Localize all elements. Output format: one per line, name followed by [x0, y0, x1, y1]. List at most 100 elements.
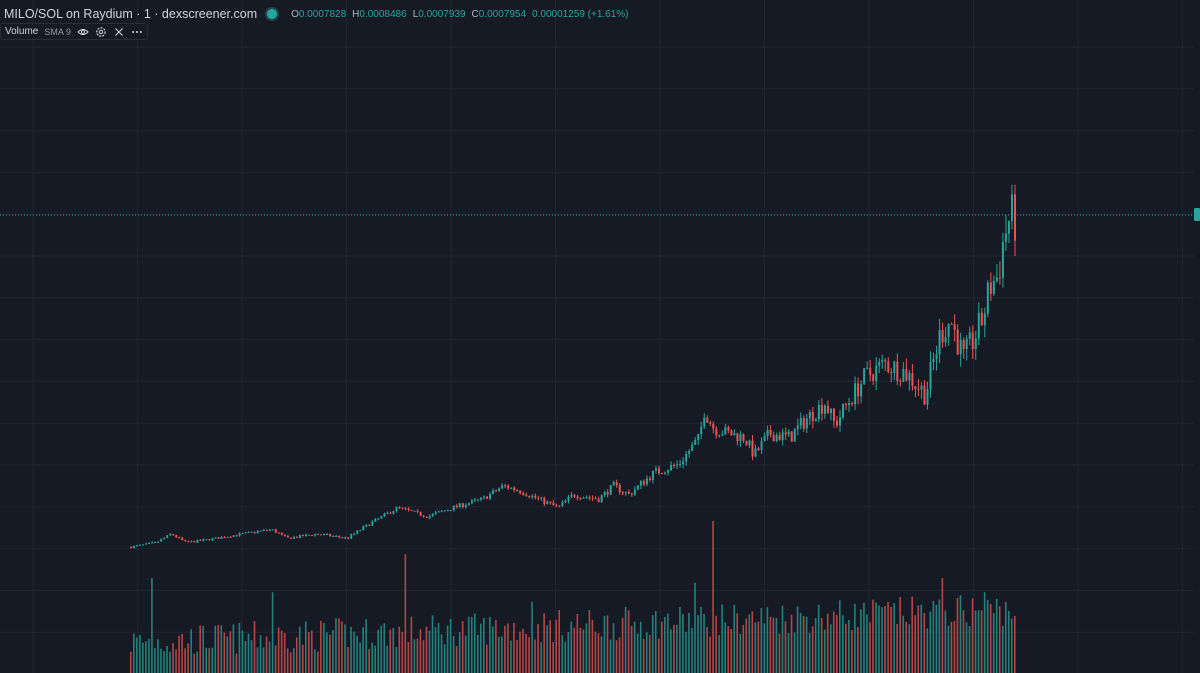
- candle-body: [633, 489, 636, 495]
- close-icon[interactable]: [113, 26, 125, 38]
- candle-body: [130, 547, 132, 549]
- candle-body: [145, 543, 148, 545]
- candle-body: [863, 368, 866, 384]
- candle-body: [802, 417, 805, 429]
- candle-body: [739, 434, 742, 442]
- candle-body: [887, 361, 890, 372]
- volume-bar: [528, 637, 530, 673]
- volume-bar: [826, 613, 829, 673]
- volume-bar: [401, 631, 404, 673]
- volume-bar: [479, 623, 482, 673]
- candle-body: [630, 493, 633, 495]
- candle-body: [691, 444, 694, 452]
- volume-bar: [422, 640, 425, 673]
- volume-bar: [184, 648, 186, 673]
- candle-body: [772, 435, 775, 442]
- volume-bar: [908, 624, 910, 673]
- volume-bar: [769, 616, 772, 673]
- volume-bar: [286, 648, 289, 673]
- candle-body: [178, 537, 181, 539]
- ohlc-values: O0.0007828 H0.0008486 L0.0007939 C0.0007…: [291, 9, 628, 20]
- candle-body: [636, 485, 639, 490]
- volume-bar: [763, 623, 766, 673]
- candle-body: [395, 507, 398, 512]
- candle-body: [301, 535, 304, 537]
- candle-body: [486, 496, 489, 499]
- candle-body: [226, 536, 229, 538]
- candle-body: [715, 428, 718, 436]
- candle-body: [582, 497, 585, 499]
- volume-bar: [766, 607, 769, 673]
- volume-bar: [226, 636, 229, 673]
- volume-bar: [407, 641, 410, 673]
- candle-body: [911, 373, 914, 387]
- candle-body: [878, 361, 881, 366]
- volume-bar: [486, 644, 488, 673]
- candle-body: [410, 509, 413, 511]
- volume-bar: [848, 620, 850, 673]
- volume-bar: [145, 641, 147, 673]
- volume-bar: [323, 623, 325, 673]
- volume-legend[interactable]: Volume SMA 9: [0, 23, 148, 40]
- candle-body: [329, 534, 332, 537]
- candle-body: [498, 488, 501, 491]
- close-value: C0.0007954: [471, 8, 527, 20]
- volume-bar: [588, 610, 591, 673]
- volume-bar: [199, 625, 201, 673]
- volume-bar: [332, 630, 334, 673]
- more-icon[interactable]: [131, 26, 143, 38]
- volume-bar: [986, 599, 989, 673]
- candle-body: [265, 529, 268, 531]
- candle-body: [253, 531, 256, 533]
- volume-bar: [724, 622, 726, 673]
- candle-body: [311, 535, 314, 537]
- volume-bar: [582, 629, 585, 673]
- volume-bar: [289, 652, 292, 673]
- volume-bar: [561, 635, 564, 673]
- candle-body: [564, 500, 567, 503]
- volume-bar: [205, 647, 208, 673]
- volume-bar: [546, 625, 548, 673]
- candle-body: [694, 440, 697, 445]
- candle-body: [869, 367, 872, 375]
- volume-bar: [534, 639, 536, 673]
- candle-body: [522, 493, 525, 495]
- volume-bar: [796, 606, 799, 673]
- volume-bar: [326, 632, 328, 673]
- candle-body: [561, 502, 564, 506]
- volume-bar: [341, 621, 343, 673]
- candle-body: [645, 478, 648, 485]
- volume-bar: [685, 631, 687, 673]
- candle-body: [440, 510, 443, 512]
- volume-bar: [854, 603, 856, 673]
- gear-icon[interactable]: [95, 26, 107, 38]
- candle-body: [380, 516, 383, 519]
- candle-body: [908, 373, 911, 381]
- volume-bar: [419, 629, 422, 673]
- volume-bar: [280, 630, 283, 673]
- candle-body: [851, 403, 854, 405]
- volume-bar: [202, 625, 205, 673]
- volume-bar: [492, 626, 494, 673]
- eye-icon[interactable]: [77, 26, 89, 38]
- candle-body: [950, 323, 953, 325]
- candle-body: [335, 536, 338, 538]
- volume-bar: [926, 628, 929, 673]
- volume-bar: [1001, 625, 1004, 673]
- volume-bar: [311, 630, 313, 673]
- candle-body: [845, 403, 848, 405]
- volume-bar: [516, 640, 518, 673]
- volume-bar: [549, 620, 551, 673]
- candle-body: [685, 454, 688, 462]
- candle-body: [585, 497, 588, 499]
- candle-body: [214, 537, 217, 539]
- candle-body: [917, 388, 920, 390]
- volume-bar: [537, 624, 539, 673]
- volume-bar: [543, 613, 545, 673]
- volume-bar: [133, 633, 135, 673]
- volume-bar: [482, 617, 485, 673]
- candle-body: [259, 530, 262, 532]
- candle-body: [513, 487, 516, 491]
- candle-body: [528, 496, 531, 498]
